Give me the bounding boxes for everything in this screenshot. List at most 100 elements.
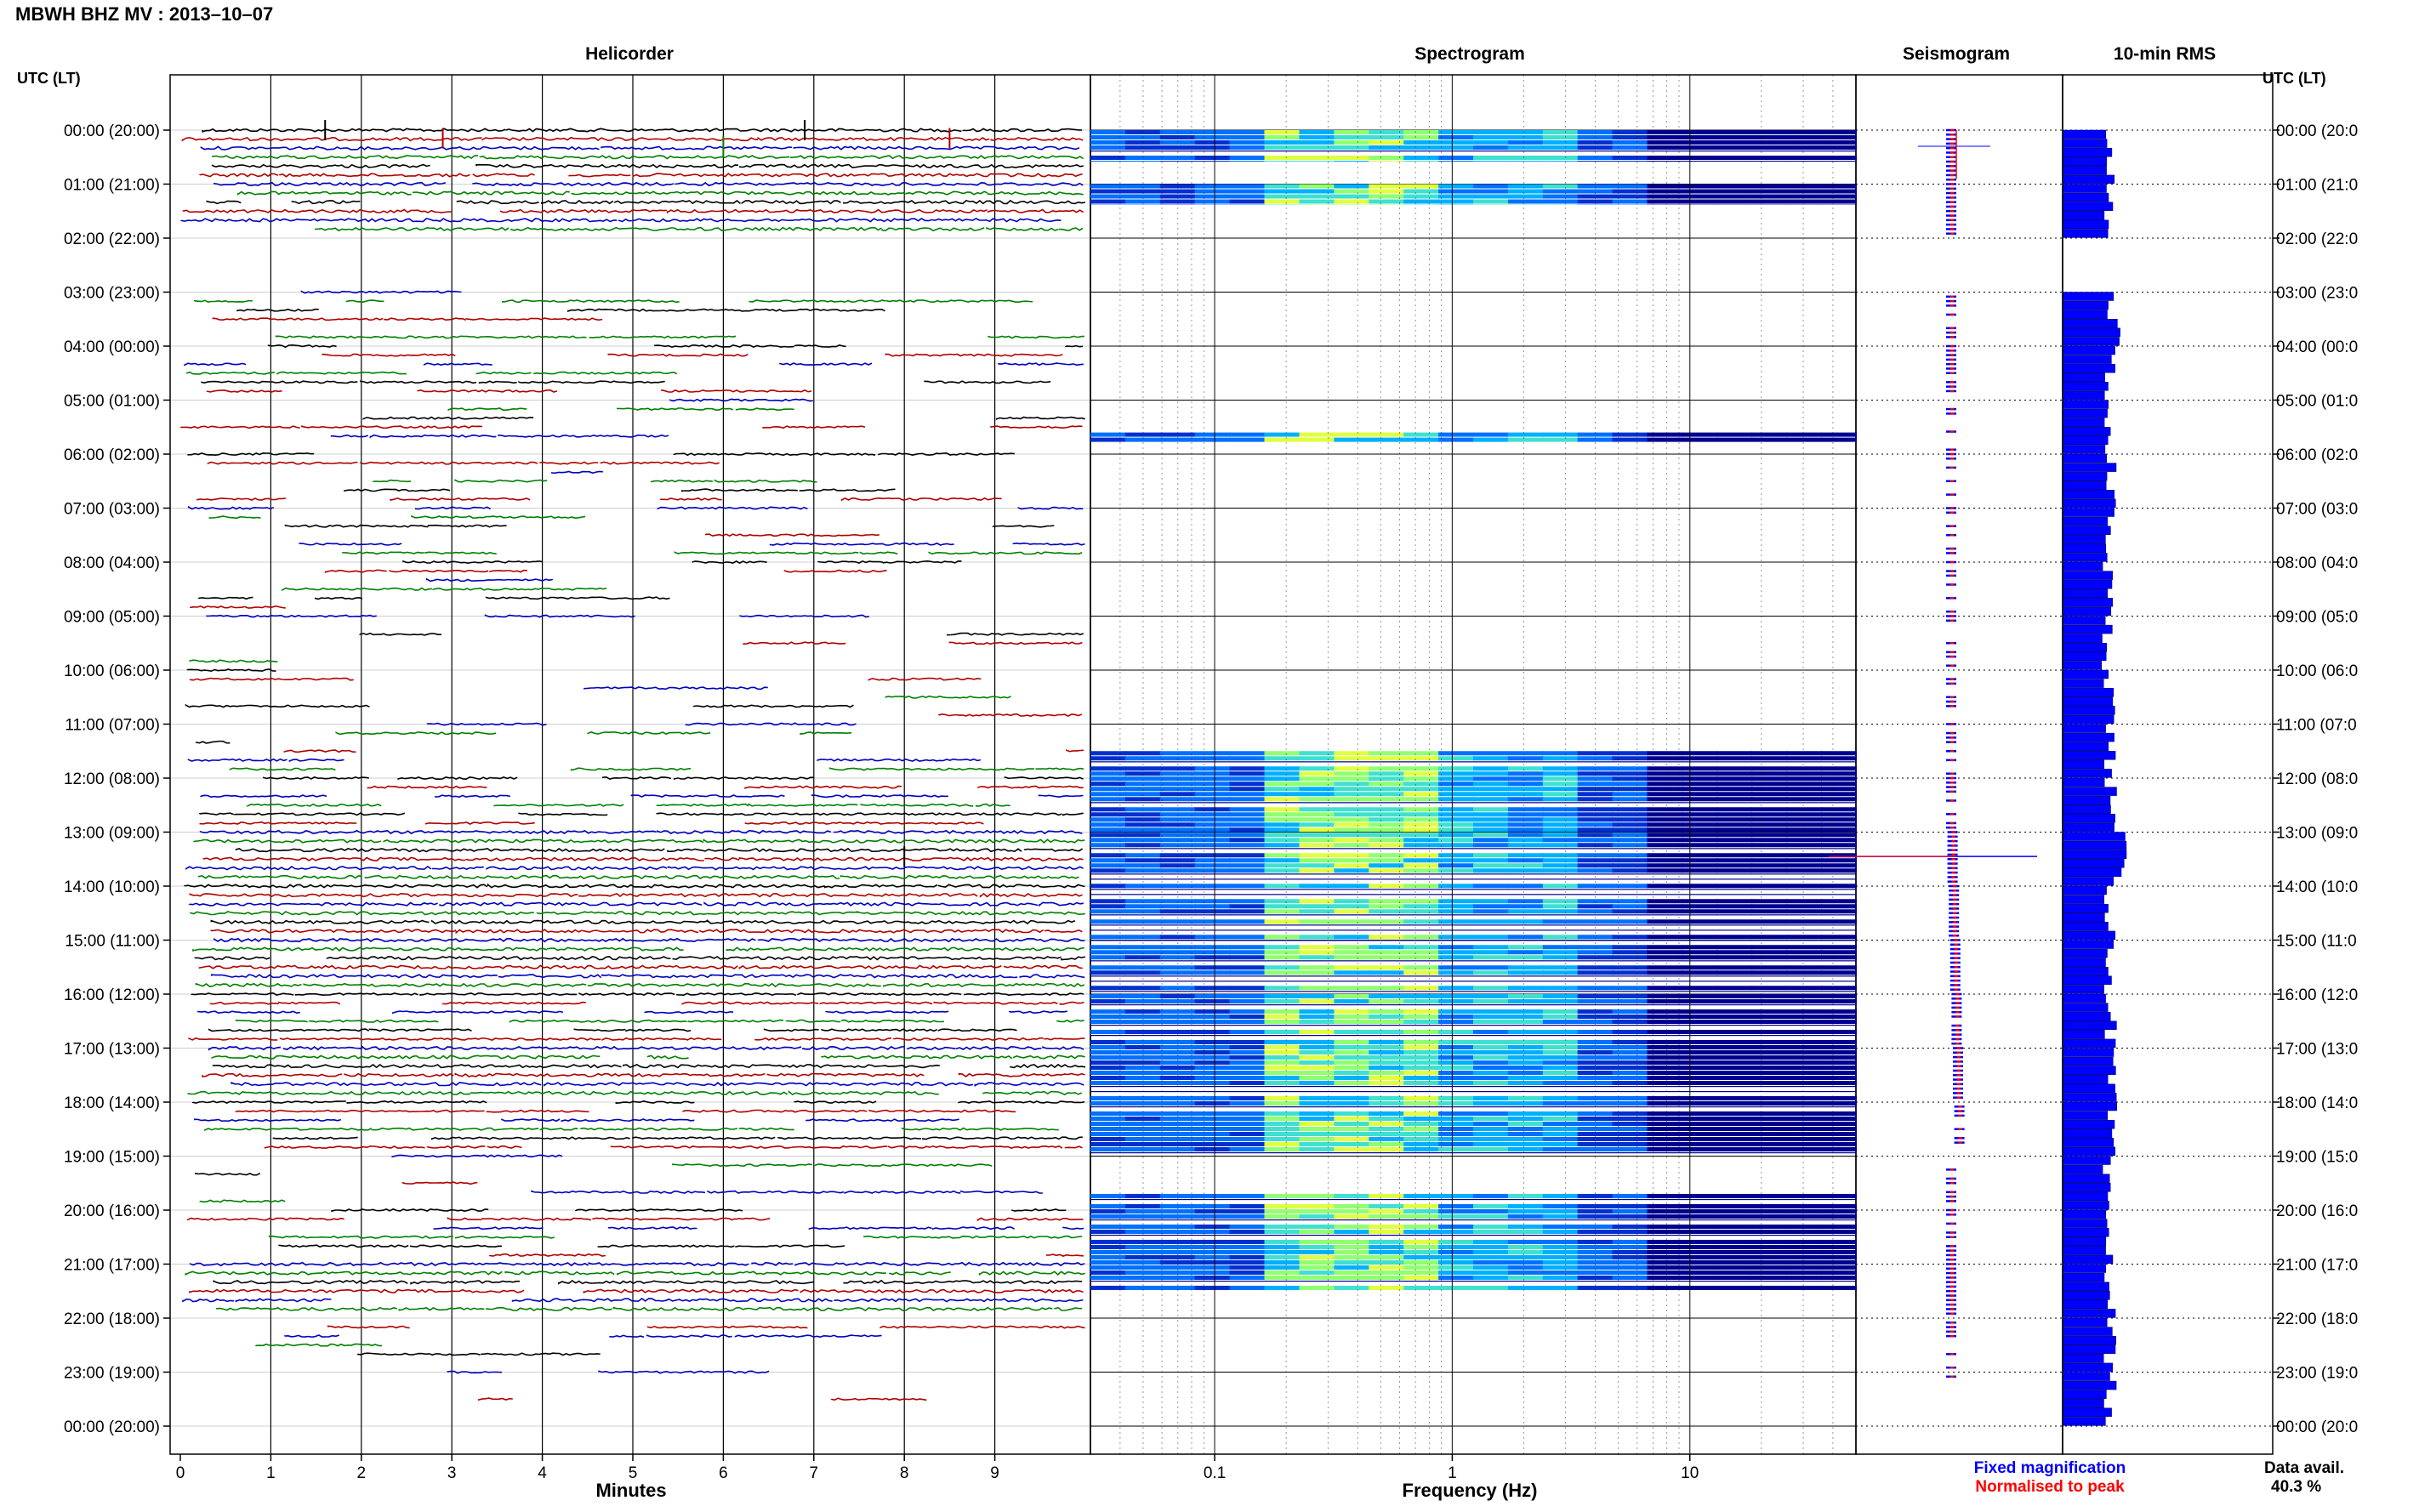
- spectrogram-cell: [1786, 1132, 1823, 1136]
- helicorder-segment: [922, 1136, 1083, 1140]
- spectrogram-cell: [1647, 756, 1683, 761]
- spectrogram-cell: [1159, 950, 1196, 955]
- spectrogram-cell: [1751, 965, 1788, 970]
- spectrogram-cell: [1473, 1009, 1509, 1014]
- spectrogram-cell: [1090, 1111, 1126, 1116]
- spectrogram-cell: [1264, 827, 1301, 833]
- spectrogram-cell: [1334, 1117, 1370, 1121]
- spectrogram-cell: [1473, 999, 1509, 1003]
- spectrogram-cell: [1090, 858, 1126, 863]
- spectrogram-cell: [1542, 1071, 1579, 1075]
- spectrogram-cell: [1369, 935, 1405, 940]
- spectrogram-cell: [1821, 756, 1857, 761]
- spectrogram-cell: [1473, 1055, 1509, 1060]
- spectrogram-cell: [1647, 1214, 1683, 1219]
- rms-bar: [2063, 1417, 2106, 1426]
- time-label: 04:00 (00:00): [64, 338, 160, 356]
- spectrogram-cell: [1682, 843, 1718, 848]
- helicorder-segment: [924, 380, 1051, 384]
- spectrogram-cell: [1716, 782, 1753, 787]
- spectrogram-cell: [1786, 1060, 1823, 1065]
- spectrogram-cell: [1159, 1040, 1196, 1044]
- spectrogram-cell: [1334, 1081, 1370, 1085]
- spectrogram-cell: [1577, 776, 1614, 782]
- spectrogram-cell: [1612, 1081, 1648, 1085]
- spectrogram-cell: [1124, 1285, 1161, 1290]
- helicorder-segment: [570, 767, 609, 771]
- time-label: 10:00 (06:00): [64, 662, 160, 680]
- spectrogram-cell: [1299, 919, 1335, 924]
- spectrogram-cell: [1159, 1275, 1196, 1280]
- spectrogram-cell: [1264, 1076, 1301, 1080]
- helicorder-segment: [735, 1217, 771, 1221]
- spectrogram-cell: [1090, 1066, 1126, 1070]
- helicorder-segment: [739, 163, 1084, 169]
- helicorder-segment: [808, 1226, 932, 1231]
- time-label: 16:00 (12:00): [64, 986, 160, 1004]
- helicorder-segment: [531, 1190, 706, 1194]
- spectrogram-cell: [1369, 1208, 1405, 1214]
- spectrogram-cell: [1229, 199, 1266, 204]
- spectrogram-cell: [1682, 1285, 1718, 1290]
- spectrogram-cell: [1159, 1214, 1196, 1219]
- spectrogram-cell: [1159, 817, 1196, 822]
- spectrogram-cell: [1159, 919, 1196, 924]
- spectrogram-cell: [1194, 1147, 1231, 1151]
- spectrogram-cell: [1647, 1265, 1683, 1270]
- spectrogram-cell: [1403, 1096, 1440, 1100]
- helicorder-segment: [748, 452, 876, 457]
- helicorder-segment: [600, 461, 720, 465]
- helicorder-segment: [580, 1127, 738, 1131]
- helicorder-segment: [213, 181, 447, 187]
- spectrogram-cell: [1090, 751, 1126, 756]
- spectrogram-cell: [1751, 807, 1788, 812]
- spectrogram-cell: [1403, 135, 1440, 139]
- spectrogram-cell: [1473, 1127, 1509, 1131]
- spectrogram-cell: [1682, 899, 1718, 904]
- helicorder-segment: [571, 190, 906, 196]
- spectrogram-cell: [1647, 812, 1683, 817]
- helicorder-segment: [739, 1127, 794, 1131]
- minute-tick-label: 9: [990, 1464, 999, 1482]
- spectrogram-cell: [1577, 863, 1614, 868]
- spectrogram-cell: [1369, 130, 1405, 134]
- helicorder-segment: [185, 866, 432, 871]
- spectrogram-cell: [1334, 817, 1370, 822]
- spectrogram-cell: [1647, 1066, 1683, 1070]
- spectrogram-cell: [1577, 771, 1614, 776]
- spectrogram-cell: [1647, 1055, 1683, 1060]
- spectrogram-cell: [1438, 999, 1474, 1003]
- spectrogram-cell: [1090, 1122, 1126, 1126]
- spectrogram-cell: [1124, 161, 1161, 162]
- spectrogram-cell: [1438, 1076, 1474, 1080]
- spectrogram-cell: [1716, 1275, 1753, 1280]
- helicorder-segment: [978, 1270, 1085, 1276]
- spectrogram-cell: [1682, 833, 1718, 838]
- spectrogram-cell: [1334, 199, 1370, 204]
- spectrogram-cell: [1159, 1229, 1196, 1234]
- spectrogram-cell: [1751, 1050, 1788, 1054]
- spectrogram-cell: [1751, 1193, 1788, 1198]
- helicorder-segment: [431, 866, 484, 870]
- spectrogram-cell: [1194, 1096, 1231, 1100]
- helicorder-segment: [199, 829, 657, 835]
- spectrogram-cell: [1159, 1249, 1196, 1254]
- helicorder-segment: [885, 353, 1063, 357]
- spectrogram-cell: [1612, 1127, 1648, 1131]
- spectrogram-cell: [1821, 1270, 1857, 1275]
- spectrogram-cell: [1542, 868, 1579, 873]
- spectrogram-cell: [1647, 868, 1683, 873]
- helicorder-segment: [613, 199, 742, 205]
- spectrogram-cell: [1159, 1055, 1196, 1060]
- helicorder-segment: [475, 163, 739, 168]
- spectrogram-cell: [1438, 955, 1474, 960]
- spectrogram-cell: [1438, 1111, 1474, 1116]
- spectrogram-cell: [1369, 868, 1405, 873]
- spectrogram-cell: [1716, 1050, 1753, 1054]
- helicorder-segment: [465, 317, 603, 321]
- spectrogram-cell: [1751, 792, 1788, 797]
- spectrogram-cell: [1577, 843, 1614, 848]
- spectrogram-cell: [1438, 1259, 1474, 1265]
- spectrogram-cell: [1612, 1147, 1648, 1151]
- rms-bar: [2063, 1038, 2116, 1049]
